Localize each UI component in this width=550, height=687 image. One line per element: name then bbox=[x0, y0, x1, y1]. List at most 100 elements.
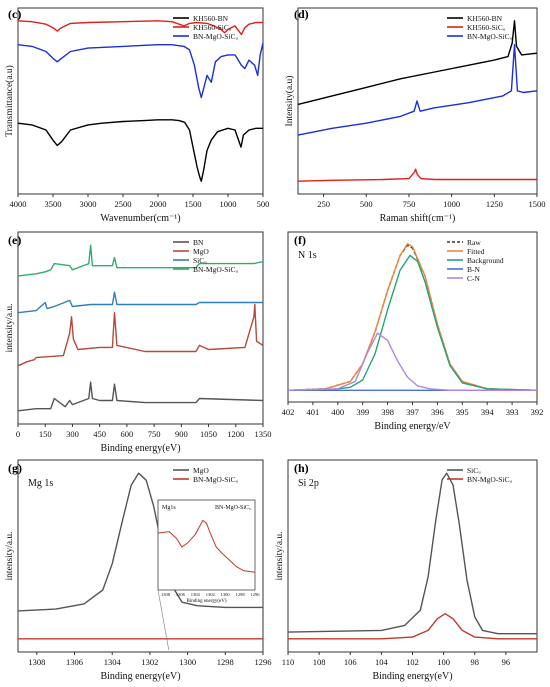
inset-connector bbox=[157, 589, 170, 651]
inset-frame bbox=[157, 499, 256, 591]
x-tick-label: 96 bbox=[502, 657, 511, 667]
series-line-2 bbox=[288, 254, 538, 391]
x-tick-label: 0 bbox=[16, 429, 20, 439]
legend-entry: KH560-BN bbox=[467, 14, 503, 23]
series-line-0 bbox=[17, 381, 264, 412]
x-tick-label: 450 bbox=[93, 429, 106, 439]
x-tick-label: 98 bbox=[471, 657, 480, 667]
x-tick-label: 1350 bbox=[255, 429, 272, 439]
x-tick-label: 1298 bbox=[217, 657, 234, 667]
panel-h: (h) 110 108 106 104 102 100 98 96 Binding energy(… bbox=[275, 459, 538, 682]
series-line-3 bbox=[17, 244, 264, 277]
x-tick-label: 1500 bbox=[185, 199, 202, 209]
y-axis-label: intensity/a.u. bbox=[5, 531, 15, 580]
panel-label: (e) bbox=[8, 233, 21, 247]
panel-title: Si 2p bbox=[298, 478, 319, 489]
legend-entry: KH560-SiCᵤ bbox=[467, 23, 506, 32]
x-tick-label: 1302 bbox=[141, 657, 158, 667]
series-line-0 bbox=[287, 472, 537, 635]
x-axis-label: Binding energy(eV) bbox=[100, 443, 180, 454]
x-tick-label: 1000 bbox=[220, 199, 237, 209]
x-tick-label: 300 bbox=[66, 429, 79, 439]
inset-label-right: BN-MgO-SiCᵤ bbox=[215, 505, 251, 511]
panel-label: (c) bbox=[8, 7, 21, 21]
x-tick-label: 500 bbox=[360, 199, 373, 209]
x-tick-label: 108 bbox=[313, 657, 326, 667]
x-tick-label: 395 bbox=[456, 407, 469, 417]
series-line-2 bbox=[17, 42, 264, 99]
panel-label: (f) bbox=[294, 233, 306, 247]
legend-entry: Fitted bbox=[467, 247, 485, 256]
x-axis-label: Wavenumber(cm⁻¹) bbox=[100, 213, 180, 224]
x-tick-label: 401 bbox=[307, 407, 320, 417]
x-tick-label: 500 bbox=[257, 199, 270, 209]
legend-entry: BN-MgO-SiCᵤ bbox=[467, 475, 513, 484]
x-axis-label: Binding energy(eV) bbox=[372, 671, 452, 682]
x-tick-label: 398 bbox=[381, 407, 394, 417]
x-tick-label: 102 bbox=[406, 657, 419, 667]
legend-entry: MgO bbox=[193, 466, 209, 475]
inset-tick-label: 1302 bbox=[206, 592, 215, 597]
legend-entry: BN bbox=[193, 238, 204, 247]
x-tick-label: 1296 bbox=[255, 657, 272, 667]
x-tick-label: 392 bbox=[531, 407, 544, 417]
panel-d: (d) 250 500 750 1000 1250 1500 Raman shift(cm⁻¹… bbox=[284, 7, 546, 224]
x-tick-label: 1000 bbox=[443, 199, 460, 209]
x-tick-label: 750 bbox=[403, 199, 416, 209]
x-tick-label: 1306 bbox=[66, 657, 83, 667]
y-axis-label: intensity/a.u. bbox=[275, 531, 285, 580]
x-tick-label: 750 bbox=[148, 429, 161, 439]
x-tick-label: 900 bbox=[175, 429, 188, 439]
panel-label: (g) bbox=[8, 461, 22, 475]
x-tick-label: 397 bbox=[406, 407, 419, 417]
x-tick-label: 1308 bbox=[28, 657, 45, 667]
x-tick-label: 3500 bbox=[45, 199, 62, 209]
x-tick-label: 100 bbox=[437, 657, 450, 667]
x-tick-label: 402 bbox=[282, 407, 295, 417]
legend-entry: BN-MgO-SiCᵤ bbox=[193, 265, 239, 274]
series-line-1 bbox=[17, 303, 264, 367]
plot-frame bbox=[17, 231, 264, 425]
legend-entry: Raw bbox=[467, 238, 481, 247]
x-axis-label: Binding energy/eV bbox=[374, 421, 451, 432]
legend-entry: SiCᵤ bbox=[193, 256, 207, 265]
panel-title: N 1s bbox=[298, 250, 317, 261]
x-tick-label: 1250 bbox=[486, 199, 503, 209]
x-tick-label: 104 bbox=[375, 657, 389, 667]
x-tick-label: 1050 bbox=[200, 429, 217, 439]
legend-entry: Background bbox=[467, 256, 504, 265]
x-tick-label: 150 bbox=[39, 429, 52, 439]
inset-line bbox=[157, 519, 256, 573]
x-tick-label: 1300 bbox=[179, 657, 196, 667]
panel-label: (h) bbox=[294, 461, 309, 475]
panel-label: (d) bbox=[294, 7, 309, 21]
series-line-2 bbox=[297, 44, 538, 136]
series-line-1 bbox=[17, 20, 263, 36]
panel-e: (e) 0 150 300 450 600 750 900 1050 1200 1350 Bindin… bbox=[5, 231, 272, 454]
series-line-1 bbox=[288, 613, 537, 640]
legend-entry: BN-MgO-SiCᵤ bbox=[467, 32, 513, 41]
inset-tick-label: 1300 bbox=[221, 592, 231, 597]
series-line-2 bbox=[17, 291, 263, 314]
panel-g: (g) 1308 1306 1304 1302 1300 1298 1296 Binding e… bbox=[5, 459, 272, 682]
series-line-0 bbox=[17, 472, 263, 612]
x-tick-label: 399 bbox=[356, 407, 369, 417]
legend-entry: KH560-BN bbox=[193, 14, 229, 23]
y-axis-label: intensity/a.u. bbox=[5, 303, 15, 352]
x-tick-label: 394 bbox=[481, 407, 495, 417]
legend-entry: SiCᵤ bbox=[467, 466, 481, 475]
x-tick-label: 3000 bbox=[80, 199, 97, 209]
x-tick-label: 1500 bbox=[529, 199, 546, 209]
series-line-0 bbox=[17, 119, 263, 182]
inset-tick-label: 1304 bbox=[191, 592, 201, 597]
x-tick-label: 1304 bbox=[104, 657, 122, 667]
legend-entry: B-N bbox=[467, 265, 481, 274]
x-tick-label: 110 bbox=[282, 657, 294, 667]
series-line-1 bbox=[297, 168, 537, 182]
panel-title: Mg 1s bbox=[28, 478, 53, 489]
x-tick-label: 1200 bbox=[227, 429, 244, 439]
x-tick-label: 106 bbox=[344, 657, 357, 667]
plot-frame bbox=[297, 7, 538, 195]
inset-label-left: Mg1s bbox=[162, 505, 176, 511]
